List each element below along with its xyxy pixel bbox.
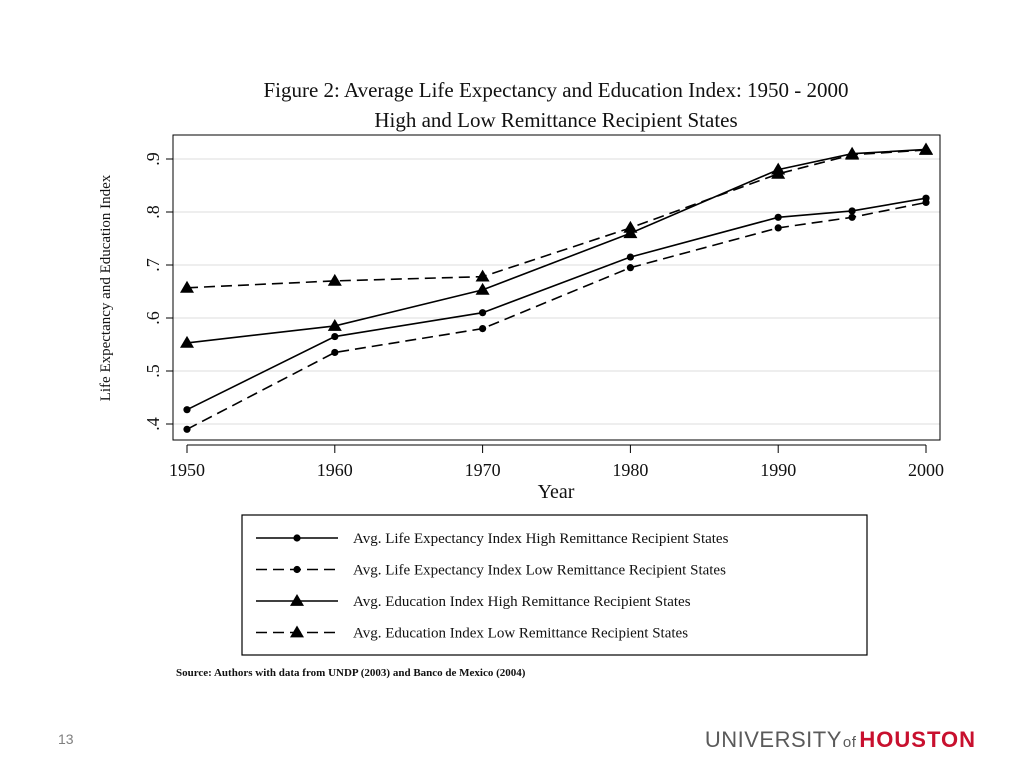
data-point bbox=[479, 325, 487, 333]
legend-label: Avg. Education Index High Remittance Rec… bbox=[353, 594, 691, 610]
data-point bbox=[623, 220, 638, 233]
legend-marker bbox=[293, 534, 301, 542]
data-point bbox=[848, 213, 856, 221]
source-note: Source: Authors with data from UNDP (200… bbox=[176, 667, 526, 679]
data-point bbox=[626, 264, 635, 272]
data-point bbox=[479, 309, 487, 317]
logo-houston-text: HOUSTON bbox=[859, 727, 976, 752]
series-line bbox=[186, 201, 927, 431]
logo-university-text: UNIVERSITY bbox=[704, 727, 842, 752]
y-tick-label: .9 bbox=[143, 152, 163, 166]
data-point bbox=[183, 425, 191, 433]
gridlines bbox=[173, 158, 940, 425]
legend-item: Avg. Education Index High Remittance Rec… bbox=[256, 594, 691, 610]
y-tick-label: .7 bbox=[143, 258, 163, 272]
legend-item: Avg. Education Index Low Remittance Reci… bbox=[256, 625, 688, 642]
logo-of-text: of bbox=[842, 734, 857, 751]
data-point bbox=[626, 253, 635, 261]
series-2 bbox=[183, 198, 930, 433]
series-1 bbox=[183, 194, 930, 414]
y-tick-label: .8 bbox=[143, 205, 163, 219]
data-point bbox=[183, 406, 191, 414]
legend-item: Avg. Life Expectancy Index Low Remittanc… bbox=[256, 563, 726, 579]
legend-label: Avg. Life Expectancy Index High Remittan… bbox=[353, 531, 729, 547]
data-point bbox=[845, 147, 860, 160]
chart-subtitle: High and Low Remittance Recipient States bbox=[374, 108, 737, 132]
data-point bbox=[848, 207, 856, 215]
chart-title: Figure 2: Average Life Expectancy and Ed… bbox=[263, 78, 848, 102]
x-tick-label: 1980 bbox=[612, 460, 648, 480]
x-tick-label: 1960 bbox=[317, 460, 353, 480]
data-point bbox=[180, 335, 194, 348]
data-point bbox=[475, 269, 490, 282]
data-point bbox=[922, 198, 930, 207]
x-tick-label: 1990 bbox=[760, 460, 796, 480]
legend-marker bbox=[290, 594, 304, 606]
legend-label: Avg. Education Index Low Remittance Reci… bbox=[353, 626, 688, 642]
data-point bbox=[331, 348, 339, 357]
y-axis-label: Life Expectancy and Education Index bbox=[98, 174, 114, 401]
legend-label: Avg. Life Expectancy Index Low Remittanc… bbox=[353, 563, 726, 579]
series-line bbox=[186, 149, 927, 289]
series-3 bbox=[180, 142, 933, 348]
data-point bbox=[919, 142, 933, 155]
data-point bbox=[774, 213, 782, 221]
series-line bbox=[186, 197, 927, 411]
series-group bbox=[180, 142, 933, 433]
data-point bbox=[180, 280, 194, 293]
x-tick-label: 1970 bbox=[465, 460, 501, 480]
x-tick-label: 2000 bbox=[908, 460, 944, 480]
legend-marker bbox=[293, 565, 301, 574]
data-point bbox=[331, 332, 339, 341]
data-point bbox=[475, 282, 490, 295]
y-axis: .4 .5 .6 .7 .8 .9 bbox=[143, 152, 173, 431]
x-axis: 1950 1960 1970 1980 1990 2000 bbox=[169, 444, 944, 480]
legend-marker bbox=[290, 625, 304, 638]
university-of-houston-logo: UNIVERSITYof HOUSTON bbox=[705, 727, 976, 753]
slide-number: 13 bbox=[58, 731, 74, 747]
y-tick-label: .5 bbox=[143, 364, 163, 378]
y-tick-label: .6 bbox=[143, 311, 163, 325]
plot-area-border bbox=[172, 134, 941, 441]
data-point bbox=[327, 318, 342, 331]
x-axis-label: Year bbox=[538, 481, 575, 503]
y-tick-label: .4 bbox=[143, 417, 163, 431]
data-point bbox=[771, 166, 786, 179]
series-line bbox=[186, 148, 927, 344]
series-4 bbox=[180, 142, 933, 293]
legend: Avg. Life Expectancy Index High Remittan… bbox=[256, 531, 729, 642]
data-point bbox=[327, 273, 342, 286]
x-tick-label: 1950 bbox=[169, 460, 205, 480]
legend-item: Avg. Life Expectancy Index High Remittan… bbox=[256, 531, 729, 547]
legend-box bbox=[241, 514, 868, 656]
data-point bbox=[774, 224, 782, 232]
